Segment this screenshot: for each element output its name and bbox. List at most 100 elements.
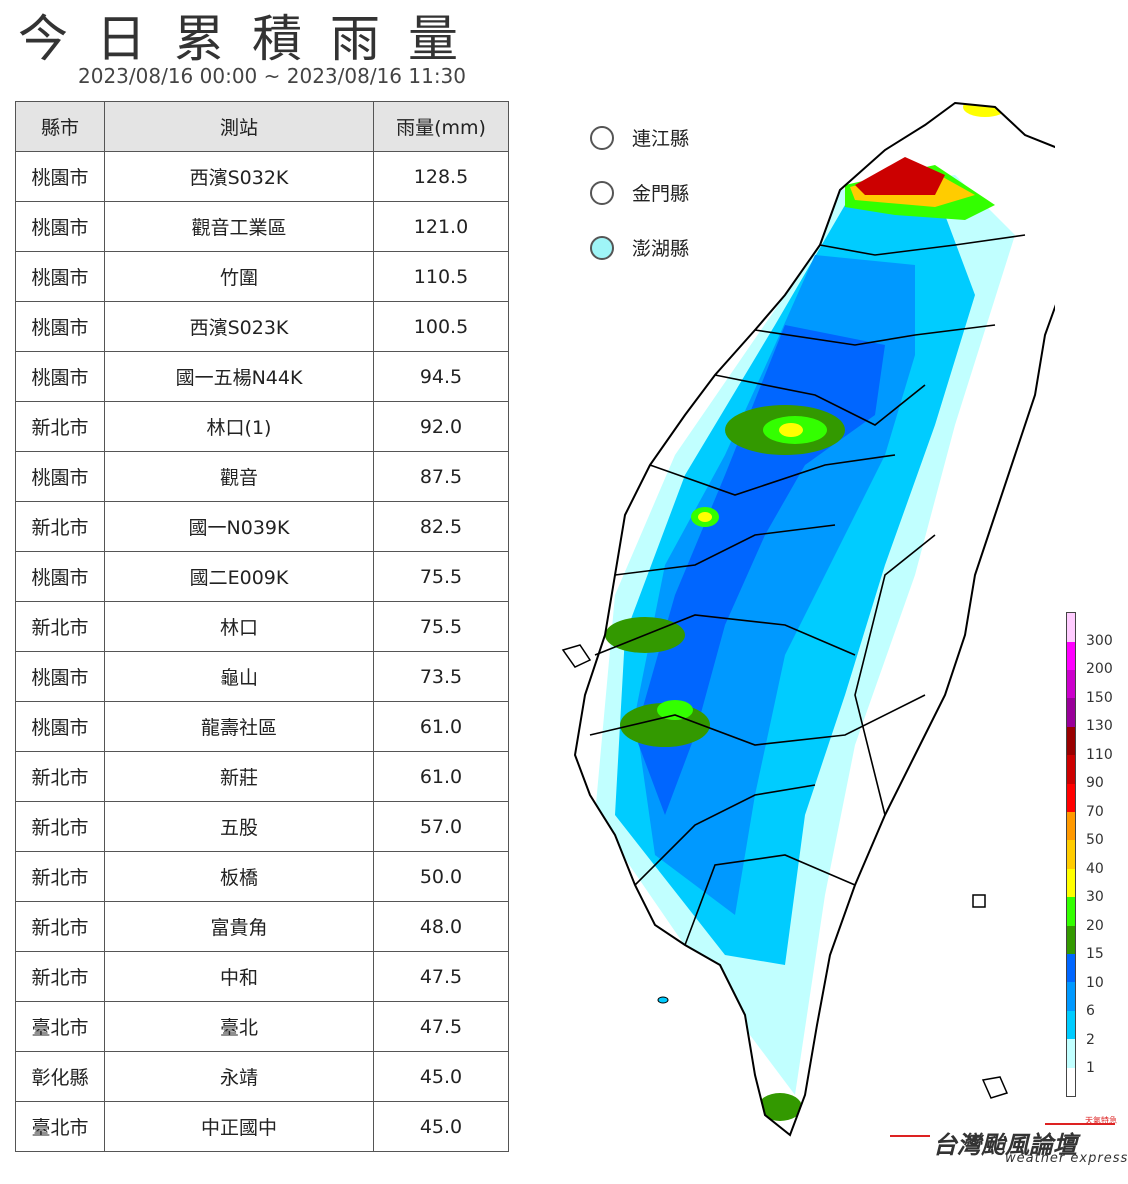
rainfall-cell: 75.5 — [373, 601, 509, 652]
county-cell: 新北市 — [15, 501, 105, 552]
county-cell: 桃園市 — [15, 201, 105, 252]
island-kinmen: 金門縣 — [590, 165, 689, 220]
lanyu — [981, 1076, 1009, 1099]
rainfall-cell: 121.0 — [373, 201, 509, 252]
rainfall-cell: 92.0 — [373, 401, 509, 452]
legend-label: 150 — [1086, 689, 1113, 706]
county-cell: 彰化縣 — [15, 1051, 105, 1102]
brand-subtitle: weather express — [1005, 1151, 1128, 1166]
time-range: 2023/08/16 00:00 ~ 2023/08/16 11:30 — [78, 64, 467, 88]
legend-swatch — [1067, 755, 1075, 784]
legend-swatch — [1067, 925, 1075, 954]
island-rain-dot — [590, 180, 614, 205]
legend-swatch — [1067, 1010, 1075, 1040]
island-label: 金門縣 — [632, 183, 690, 205]
station-cell: 國一N039K — [104, 501, 374, 552]
table-header-row: 縣市 測站 雨量(mm) — [15, 101, 509, 152]
legend-label: 30 — [1086, 889, 1104, 906]
legend-label: 130 — [1086, 718, 1113, 735]
rainfall-map — [561, 101, 1055, 1137]
legend-swatch — [1067, 641, 1075, 670]
rain-cell-20mm-b — [657, 700, 693, 720]
station-cell: 龜山 — [104, 651, 374, 702]
rain-fields — [575, 103, 1055, 1135]
island-rain-dot — [590, 235, 614, 260]
island-label: 澎湖縣 — [632, 238, 690, 260]
county-cell: 新北市 — [15, 401, 105, 452]
legend-label: 1 — [1086, 1060, 1095, 1077]
station-cell: 國一五楊N44K — [104, 351, 374, 402]
rainfall-cell: 100.5 — [373, 301, 509, 352]
rain-area-30mm — [779, 423, 803, 437]
legend-swatch — [1067, 811, 1075, 841]
table-row: 桃園市 西濱S023K 100.5 — [15, 301, 509, 352]
legend-label: 15 — [1086, 946, 1104, 963]
county-cell: 桃園市 — [15, 251, 105, 302]
rainfall-cell: 61.0 — [373, 751, 509, 802]
legend-label: 90 — [1086, 775, 1104, 792]
station-cell: 國二E009K — [104, 551, 374, 602]
legend-swatch — [1067, 783, 1075, 812]
legend-swatch — [1067, 1039, 1075, 1068]
station-cell: 觀音工業區 — [104, 201, 374, 252]
legend-label: 2 — [1086, 1031, 1095, 1048]
taiwan-coastline — [573, 101, 1055, 1137]
county-cell: 桃園市 — [15, 351, 105, 402]
legend-swatch — [1067, 840, 1075, 869]
station-cell: 西濱S032K — [104, 151, 374, 202]
penghu-islands — [561, 644, 592, 668]
rainfall-cell: 94.5 — [373, 351, 509, 402]
legend-label: 200 — [1086, 661, 1113, 678]
header-station: 測站 — [104, 101, 374, 152]
rainfall-table: 縣市 測站 雨量(mm) 桃園市 西濱S032K 128.5 桃園市 觀音工業區 121.… — [15, 101, 509, 1152]
legend-swatch — [1067, 669, 1075, 699]
table-row: 彰化縣 永靖 45.0 — [15, 1051, 509, 1102]
table-row: 新北市 新莊 61.0 — [15, 751, 509, 802]
county-cell: 桃園市 — [15, 151, 105, 202]
legend-color-bar — [1066, 612, 1076, 1097]
rainfall-cell: 82.5 — [373, 501, 509, 552]
rainfall-cell: 87.5 — [373, 451, 509, 502]
rainfall-cell: 47.5 — [373, 1001, 509, 1052]
legend-label: 50 — [1086, 832, 1104, 849]
county-cell: 桃園市 — [15, 301, 105, 352]
table-row: 桃園市 龍壽社區 61.0 — [15, 701, 509, 752]
brand-stripe — [890, 1135, 930, 1137]
county-cell: 桃園市 — [15, 701, 105, 752]
station-cell: 觀音 — [104, 451, 374, 502]
rainfall-cell: 57.0 — [373, 801, 509, 852]
table-row: 桃園市 觀音 87.5 — [15, 451, 509, 502]
island-label: 連江縣 — [632, 128, 690, 150]
page-title: 今日累積雨量 — [18, 10, 486, 68]
table-row: 桃園市 國二E009K 75.5 — [15, 551, 509, 602]
legend-swatch — [1067, 613, 1075, 642]
table-row: 新北市 五股 57.0 — [15, 801, 509, 852]
station-cell: 新莊 — [104, 751, 374, 802]
table-row: 新北市 板橋 50.0 — [15, 851, 509, 902]
station-cell: 林口(1) — [104, 401, 374, 452]
brand-logo: 天氣特急 台灣颱風論壇 weather express — [885, 1115, 1128, 1175]
rainfall-cell: 45.0 — [373, 1101, 509, 1152]
brand-name: 台灣颱風論壇 — [933, 1131, 1077, 1159]
county-borders — [589, 234, 1026, 946]
header-county: 縣市 — [15, 101, 105, 152]
ludao — [972, 894, 986, 908]
color-legend: 1 2 6 10 15 20 30 40 50 70 90 110 130 150 200 300 — [1062, 612, 1122, 1097]
county-cell: 新北市 — [15, 751, 105, 802]
table-row: 新北市 國一N039K 82.5 — [15, 501, 509, 552]
rainfall-cell: 47.5 — [373, 951, 509, 1002]
table-row: 桃園市 觀音工業區 121.0 — [15, 201, 509, 252]
county-cell: 新北市 — [15, 801, 105, 852]
legend-swatch — [1067, 897, 1075, 926]
county-cell: 桃園市 — [15, 651, 105, 702]
table-row: 桃園市 龜山 73.5 — [15, 651, 509, 702]
island-lienchiang: 連江縣 — [590, 110, 689, 165]
station-cell: 富貴角 — [104, 901, 374, 952]
legend-swatch — [1067, 868, 1075, 898]
table-row: 新北市 中和 47.5 — [15, 951, 509, 1002]
table-row: 臺北市 臺北 47.5 — [15, 1001, 509, 1052]
station-cell: 龍壽社區 — [104, 701, 374, 752]
county-cell: 新北市 — [15, 601, 105, 652]
table-row: 桃園市 國一五楊N44K 94.5 — [15, 351, 509, 402]
legend-label: 10 — [1086, 974, 1104, 991]
